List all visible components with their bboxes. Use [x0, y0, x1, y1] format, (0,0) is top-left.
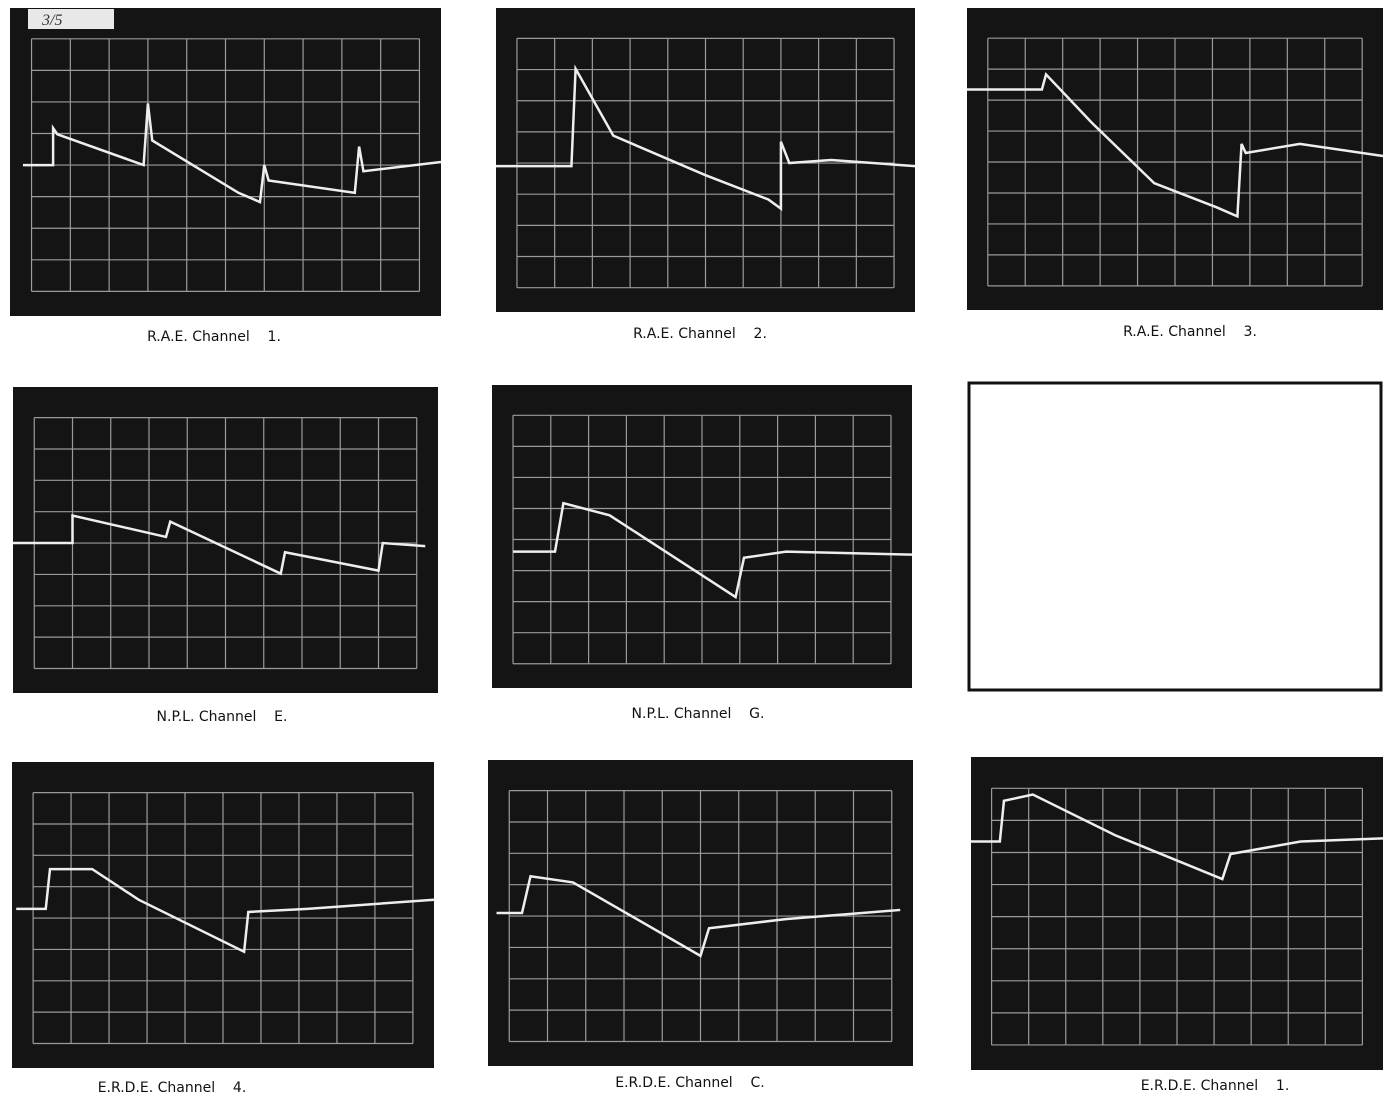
scope-trace — [496, 64, 916, 212]
scope-trace — [967, 71, 1383, 219]
scope-trace — [22, 103, 442, 204]
note-label: 3/5 — [41, 12, 62, 29]
caption: R.A.E. Channel 3. — [1123, 324, 1257, 340]
scope-trace — [971, 793, 1383, 881]
caption: N.P.L. Channel E. — [157, 709, 288, 725]
caption: R.A.E. Channel 2. — [633, 326, 767, 342]
scope-trace — [13, 513, 426, 576]
scope-trace — [513, 501, 913, 600]
scope-trace — [496, 874, 901, 958]
scope-trace — [16, 867, 435, 954]
panels — [10, 8, 1383, 1070]
blank-frame — [967, 381, 1383, 692]
note-tag — [28, 9, 114, 29]
caption: E.R.D.E. Channel 4. — [98, 1080, 247, 1096]
caption: E.R.D.E. Channel 1. — [1141, 1078, 1290, 1094]
caption: R.A.E. Channel 1. — [147, 329, 281, 345]
caption: E.R.D.E. Channel C. — [615, 1075, 764, 1091]
caption: N.P.L. Channel G. — [632, 706, 765, 722]
